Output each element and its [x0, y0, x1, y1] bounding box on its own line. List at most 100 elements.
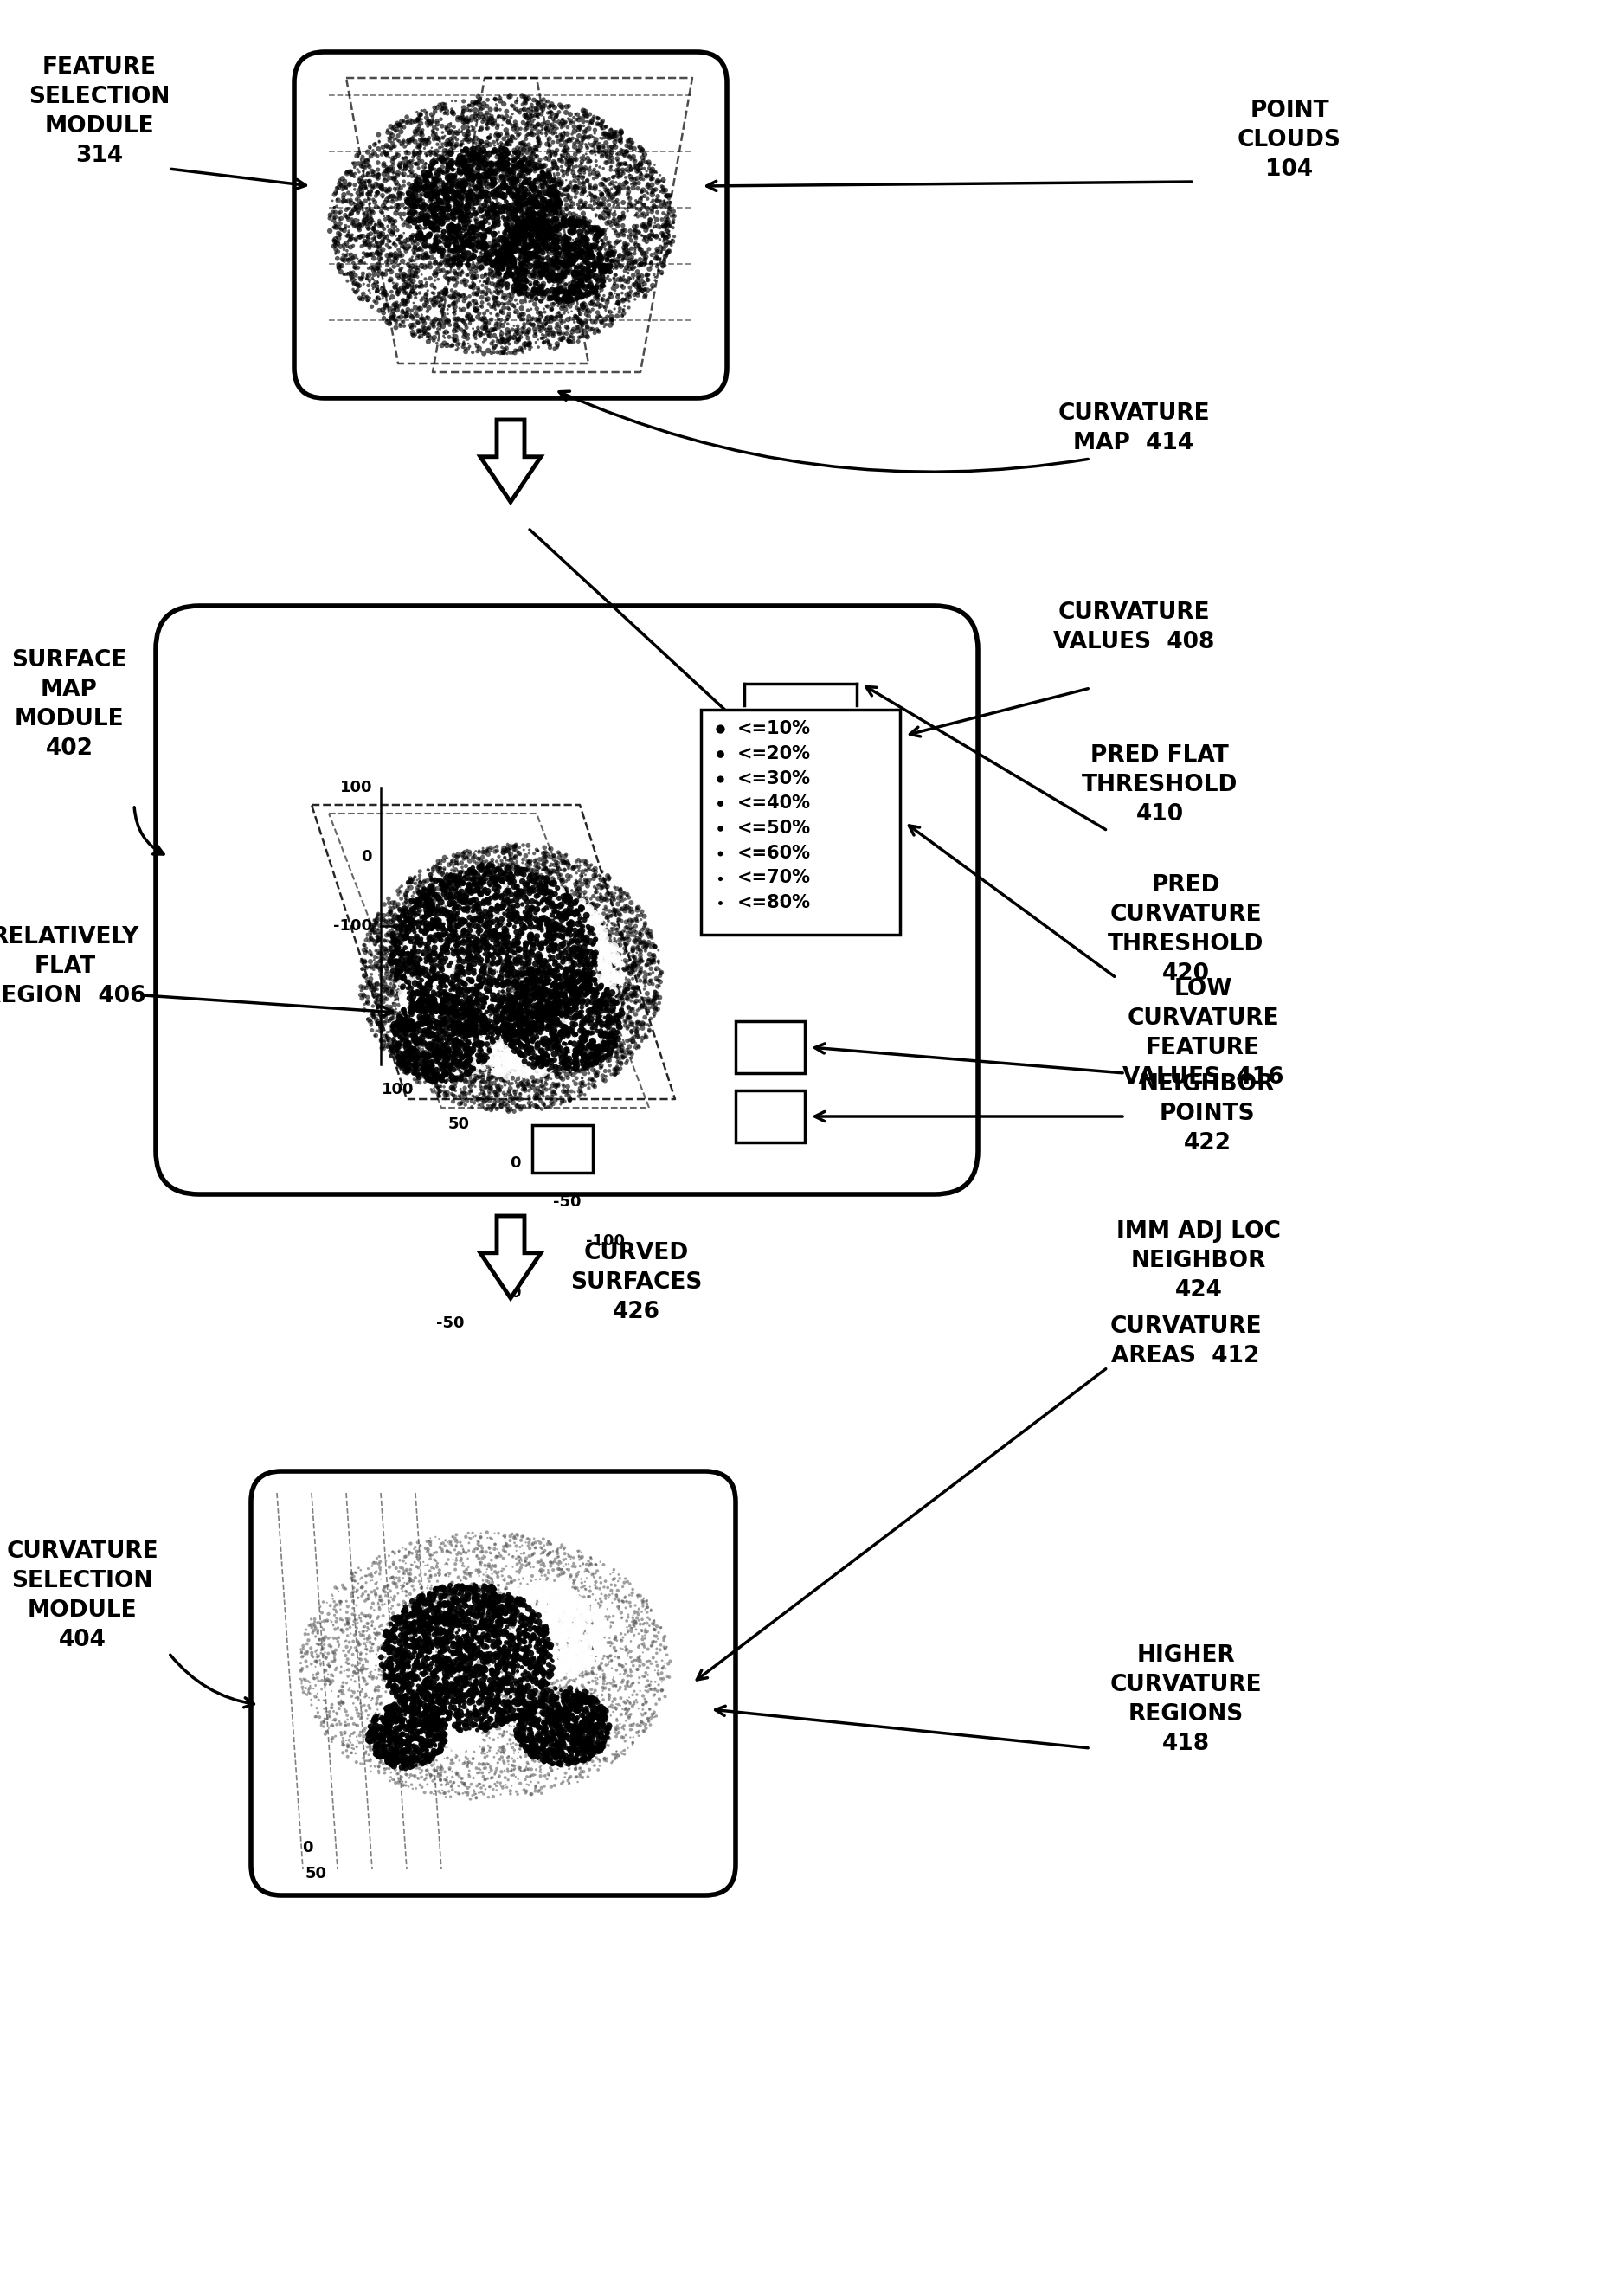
Point	[461, 1026, 487, 1063]
Point	[456, 124, 482, 161]
Point	[415, 1713, 440, 1750]
Point	[448, 1070, 474, 1107]
Point	[427, 1715, 453, 1752]
Point	[411, 1704, 437, 1740]
Point	[458, 925, 484, 962]
Point	[395, 1731, 421, 1768]
Point	[504, 331, 530, 367]
Point	[620, 937, 645, 974]
Point	[508, 200, 533, 236]
Point	[365, 1736, 391, 1773]
Point	[533, 990, 559, 1026]
Point	[591, 1603, 616, 1639]
Point	[405, 250, 431, 287]
Point	[402, 1031, 427, 1068]
Point	[536, 1575, 562, 1612]
Point	[474, 243, 500, 280]
Point	[416, 1715, 442, 1752]
Point	[584, 248, 610, 285]
Point	[596, 1024, 621, 1061]
Point	[525, 1609, 551, 1646]
Point	[559, 230, 584, 266]
Point	[439, 912, 464, 948]
Point	[464, 1582, 490, 1619]
Point	[394, 1690, 419, 1727]
Point	[488, 953, 514, 990]
Point	[525, 978, 551, 1015]
Point	[512, 253, 538, 289]
Point	[458, 135, 484, 172]
Point	[391, 1706, 416, 1743]
Point	[559, 923, 584, 960]
Point	[426, 1623, 451, 1660]
Point	[378, 1651, 403, 1688]
Point	[463, 877, 488, 914]
Point	[602, 893, 628, 930]
Point	[443, 1727, 469, 1763]
Point	[533, 994, 559, 1031]
Point	[376, 895, 402, 932]
Point	[556, 944, 581, 980]
Point	[405, 870, 431, 907]
Point	[511, 909, 536, 946]
Point	[381, 1745, 407, 1782]
Point	[447, 101, 472, 138]
Point	[512, 1639, 538, 1676]
Point	[551, 1692, 576, 1729]
Point	[407, 990, 432, 1026]
Point	[399, 1639, 424, 1676]
Point	[525, 1026, 551, 1063]
Point	[525, 174, 551, 211]
Point	[426, 916, 451, 953]
Point	[472, 872, 498, 909]
Point	[379, 147, 405, 184]
Point	[429, 974, 455, 1010]
Point	[368, 1685, 394, 1722]
Point	[450, 1545, 475, 1582]
Point	[459, 937, 485, 974]
Point	[522, 1038, 548, 1075]
Point	[418, 1724, 443, 1761]
Point	[367, 923, 392, 960]
Point	[471, 220, 496, 257]
Point	[528, 932, 554, 969]
Point	[564, 168, 589, 204]
Point	[496, 172, 522, 209]
Point	[600, 234, 626, 271]
Point	[524, 1013, 549, 1049]
Point	[546, 1685, 572, 1722]
Point	[437, 1015, 463, 1052]
Point	[458, 985, 484, 1022]
Point	[472, 1008, 498, 1045]
Point	[524, 1768, 549, 1805]
Point	[530, 990, 556, 1026]
Point	[437, 1591, 463, 1628]
Point	[379, 1013, 405, 1049]
Point	[520, 1676, 546, 1713]
Point	[487, 1580, 512, 1616]
Point	[508, 951, 533, 987]
Point	[551, 898, 576, 934]
Point	[432, 1607, 458, 1644]
Point	[479, 907, 504, 944]
Point	[623, 276, 648, 312]
Point	[432, 1665, 458, 1701]
Point	[434, 923, 459, 960]
Point	[458, 1589, 484, 1626]
Point	[575, 1603, 600, 1639]
Point	[471, 1003, 496, 1040]
Point	[608, 119, 634, 156]
Point	[535, 1049, 560, 1086]
Point	[503, 115, 528, 152]
Point	[538, 1704, 564, 1740]
Point	[403, 220, 429, 257]
Point	[567, 223, 592, 259]
Point	[503, 220, 528, 257]
Point	[442, 918, 467, 955]
Point	[637, 928, 663, 964]
Point	[381, 188, 407, 225]
Point	[419, 944, 445, 980]
Point	[530, 1545, 556, 1582]
Point	[528, 96, 554, 133]
Point	[552, 978, 578, 1015]
